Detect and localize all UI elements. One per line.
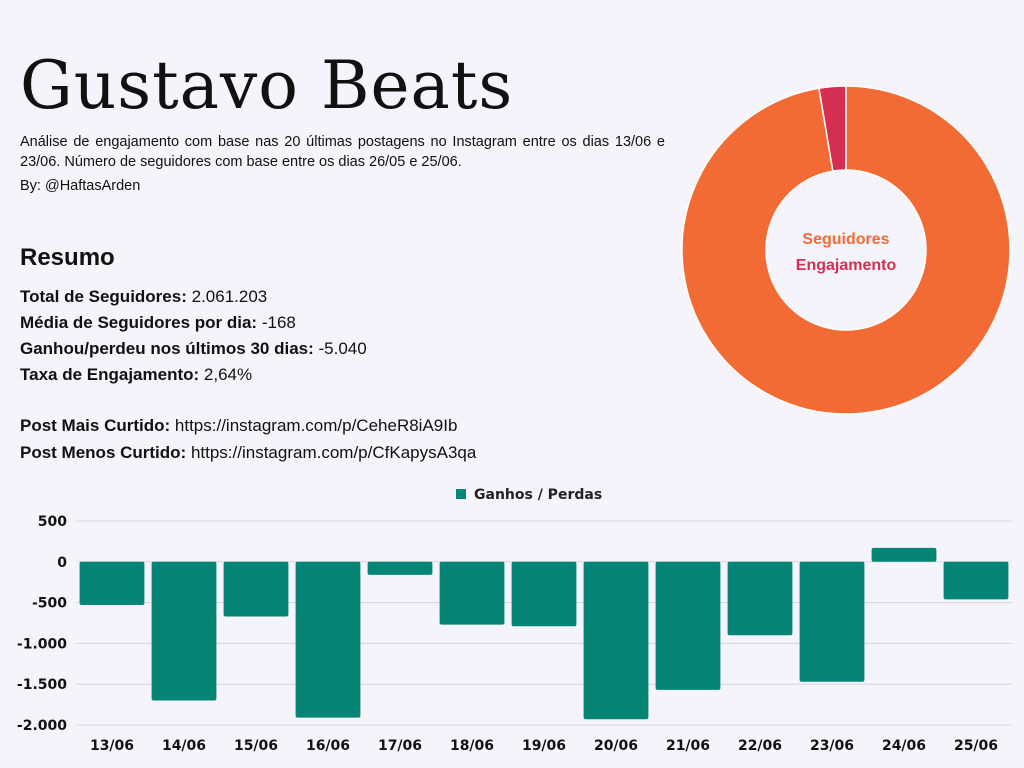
x-tick-label: 18/06	[450, 738, 494, 754]
stat-total-followers: Total de Seguidores: 2.061.203	[20, 284, 367, 310]
x-tick-label: 21/06	[666, 738, 710, 754]
y-tick-label: -1.500	[17, 677, 67, 693]
stat-engagement-rate: Taxa de Engajamento: 2,64%	[20, 362, 367, 388]
x-tick-label: 13/06	[90, 738, 134, 754]
x-tick-label: 19/06	[522, 738, 566, 754]
most-liked-post: Post Mais Curtido: https://instagram.com…	[20, 412, 476, 439]
bar-13-06	[79, 561, 145, 606]
bar-24-06	[871, 547, 937, 562]
bar-17-06	[367, 561, 433, 575]
bar-16-06	[295, 561, 361, 718]
y-tick-label: 500	[38, 514, 67, 530]
summary-stats: Total de Seguidores: 2.061.203 Média de …	[20, 284, 367, 388]
donut-legend-engajamento: Engajamento	[796, 257, 897, 274]
stat-label: Total de Seguidores:	[20, 287, 187, 306]
stat-value: 2,64%	[203, 365, 253, 384]
post-link[interactable]: https://instagram.com/p/CeheR8iA9Ib	[174, 416, 458, 435]
x-tick-label: 24/06	[882, 738, 926, 754]
stat-value: 2.061.203	[191, 287, 268, 306]
bar-14-06	[151, 561, 217, 701]
bar-20-06	[583, 561, 649, 720]
legend-label: Ganhos / Perdas	[474, 487, 602, 503]
least-liked-post: Post Menos Curtido: https://instagram.co…	[20, 439, 476, 466]
y-tick-label: -2.000	[17, 718, 67, 734]
donut-slice-seguidores	[681, 85, 1011, 415]
bar-15-06	[223, 561, 289, 617]
post-label: Post Mais Curtido:	[20, 416, 171, 435]
stat-value: -5.040	[318, 339, 367, 358]
y-tick-label: -1.000	[17, 636, 67, 652]
y-tick-label: 0	[57, 555, 67, 571]
bar-19-06	[511, 561, 577, 627]
stat-avg-per-day: Média de Seguidores por dia: -168	[20, 310, 367, 336]
bar-21-06	[655, 561, 721, 690]
x-tick-label: 16/06	[306, 738, 350, 754]
x-tick-label: 15/06	[234, 738, 278, 754]
x-tick-label: 14/06	[162, 738, 206, 754]
y-tick-label: -500	[32, 596, 67, 612]
page-title: Gustavo Beats	[20, 47, 514, 124]
stat-30-days: Ganhou/perdeu nos últimos 30 dias: -5.04…	[20, 336, 367, 362]
post-links: Post Mais Curtido: https://instagram.com…	[20, 412, 476, 466]
x-tick-label: 20/06	[594, 738, 638, 754]
summary-heading: Resumo	[20, 244, 115, 271]
stat-label: Taxa de Engajamento:	[20, 365, 200, 384]
subtitle: Análise de engajamento com base nas 20 ú…	[20, 134, 665, 170]
x-tick-label: 23/06	[810, 738, 854, 754]
x-tick-label: 17/06	[378, 738, 422, 754]
donut-chart: Seguidores Engajamento	[681, 85, 1011, 415]
stat-value: -168	[261, 313, 296, 332]
bar-18-06	[439, 561, 505, 625]
legend-swatch	[456, 489, 466, 499]
post-label: Post Menos Curtido:	[20, 443, 187, 462]
donut-legend-seguidores: Seguidores	[802, 231, 889, 248]
stat-label: Ganhou/perdeu nos últimos 30 dias:	[20, 339, 314, 358]
stat-label: Média de Seguidores por dia:	[20, 313, 258, 332]
x-tick-label: 25/06	[954, 738, 998, 754]
post-link[interactable]: https://instagram.com/p/CfKapysA3qa	[190, 443, 477, 462]
bar-23-06	[799, 561, 865, 682]
bar-25-06	[943, 561, 1009, 600]
bar-chart: Ganhos / Perdas 500 0 -500 -1.000 -1.500 -2.0…	[17, 487, 1012, 754]
bar-22-06	[727, 561, 793, 636]
x-tick-label: 22/06	[738, 738, 782, 754]
byline: By: @HaftasArden	[20, 178, 141, 194]
